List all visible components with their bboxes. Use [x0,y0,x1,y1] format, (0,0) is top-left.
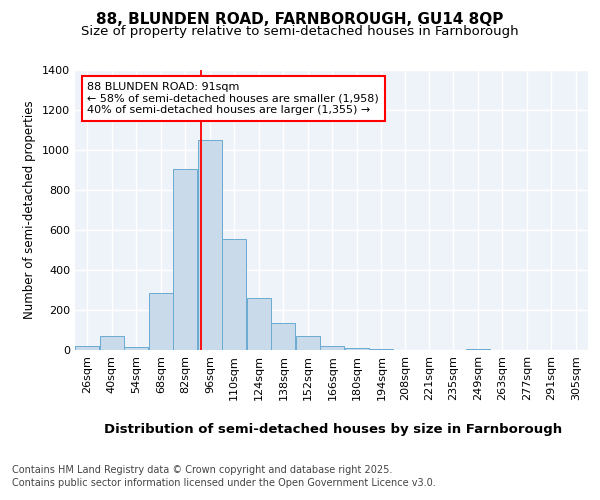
Bar [247,298,271,350]
Text: Contains HM Land Registry data © Crown copyright and database right 2025.: Contains HM Land Registry data © Crown c… [12,465,392,475]
Text: 88 BLUNDEN ROAD: 91sqm
← 58% of semi-detached houses are smaller (1,958)
40% of : 88 BLUNDEN ROAD: 91sqm ← 58% of semi-det… [87,82,379,115]
Text: 88, BLUNDEN ROAD, FARNBOROUGH, GU14 8QP: 88, BLUNDEN ROAD, FARNBOROUGH, GU14 8QP [97,12,503,28]
Bar [271,323,295,350]
Bar [100,336,124,350]
Bar [466,349,490,350]
Text: Size of property relative to semi-detached houses in Farnborough: Size of property relative to semi-detach… [81,25,519,38]
Y-axis label: Number of semi-detached properties: Number of semi-detached properties [23,100,37,320]
Bar [370,349,394,350]
Bar [223,239,247,350]
Bar [173,169,197,350]
Bar [320,346,344,350]
Text: Distribution of semi-detached houses by size in Farnborough: Distribution of semi-detached houses by … [104,422,562,436]
Text: Contains public sector information licensed under the Open Government Licence v3: Contains public sector information licen… [12,478,436,488]
Bar [75,346,99,350]
Bar [124,347,148,350]
Bar [345,348,369,350]
Bar [296,336,320,350]
Bar [198,140,222,350]
Bar [149,293,173,350]
